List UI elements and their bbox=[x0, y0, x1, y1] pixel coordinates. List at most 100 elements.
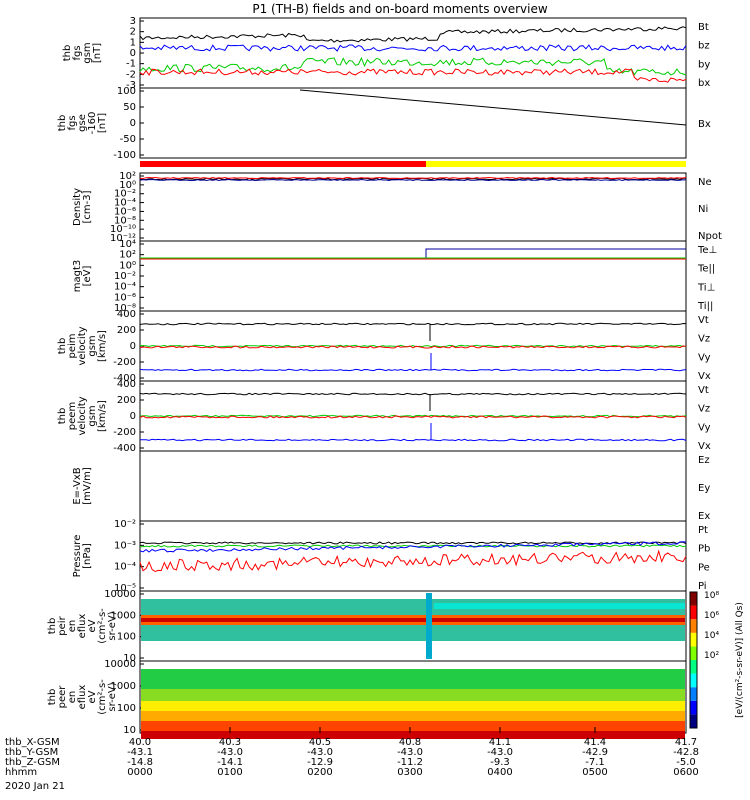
ylabel-line: en bbox=[67, 691, 78, 704]
ytick-label: -200 bbox=[113, 357, 136, 368]
xaxis-value: 0500 bbox=[582, 767, 607, 778]
ytick-label: 10⁻⁸ bbox=[114, 215, 136, 226]
ylabel-line: velocity bbox=[77, 396, 88, 435]
ytick-label: -400 bbox=[113, 443, 136, 454]
ylabel-line: [nT] bbox=[97, 113, 108, 133]
ylabel-line: (cm²-s- bbox=[97, 608, 108, 644]
xaxis-row-label: thb_X-GSM bbox=[5, 737, 60, 748]
trace-by bbox=[139, 56, 687, 76]
panel-fgs_gse: thbfgsgse-160[nT] 100 50 0 -50 -100 Bx bbox=[57, 86, 711, 161]
colorbar-label: [eV/(cm²-s-sr-eV)] (All Qs) bbox=[735, 602, 745, 718]
colorbar: 10⁸ 10⁶ 10⁴ 10² [eV/(cm²-s-sr-eV)] (All Qs) bbox=[689, 591, 745, 729]
orbit-bar-yellow bbox=[426, 161, 686, 167]
legend-bx: bx bbox=[698, 78, 710, 89]
ytick-label: 50 bbox=[123, 102, 136, 113]
xaxis-value: 40.0 bbox=[129, 737, 151, 748]
panel-peer: thbpeerenefluxeV(cm²-s-sr-eV) 10000 1000 10… bbox=[47, 659, 687, 739]
panel-ylabel: thbpeemvelocitygsm[km/s] bbox=[57, 396, 108, 435]
spectrogram-ion bbox=[141, 593, 685, 659]
xaxis-value: -11.2 bbox=[397, 757, 423, 768]
xaxis-row-label: thb_Y-GSM bbox=[5, 747, 58, 758]
ylabel-line: magt3 bbox=[72, 260, 83, 293]
colorbar-segment bbox=[690, 673, 697, 688]
colorbar-segment bbox=[690, 646, 697, 660]
ylabel-line: eflux bbox=[77, 614, 88, 639]
legend-Ex: Ex bbox=[698, 511, 710, 522]
trace-Vt bbox=[139, 392, 687, 396]
panel-ylabel: magt3[eV] bbox=[72, 260, 93, 293]
ylabel-line: peem bbox=[67, 402, 78, 430]
panel-ylabel: Density[cm-3] bbox=[72, 188, 93, 226]
xaxis-value: 40.5 bbox=[309, 737, 331, 748]
panel-pressure: Pressure[nPa] 10⁻² 10⁻³ 10⁻⁴ 10⁻⁵ Pt Pb Pe Pi bbox=[72, 519, 710, 594]
ylabel-line: Density bbox=[72, 188, 83, 226]
ytick-label: -100 bbox=[113, 150, 136, 161]
xaxis-value: 0600 bbox=[673, 767, 698, 778]
ytick-label: 10000 bbox=[104, 659, 136, 670]
ylabel-line: E=-VxB bbox=[72, 467, 83, 504]
legend-Te⊥: Te⊥ bbox=[697, 245, 717, 256]
legend-Ti⊥: Ti⊥ bbox=[697, 282, 715, 293]
ylabel-line: gse bbox=[77, 114, 88, 132]
ytick-label: 10 bbox=[123, 653, 136, 664]
ytick-label: 10² bbox=[119, 171, 136, 182]
xaxis-value: -7.1 bbox=[585, 757, 605, 768]
xaxis-value: -43.0 bbox=[487, 747, 513, 758]
colorbar-segment bbox=[690, 605, 697, 620]
xaxis-value: 0300 bbox=[397, 767, 422, 778]
xaxis-value: -43.0 bbox=[307, 747, 333, 758]
trace-Vx bbox=[139, 438, 687, 442]
band bbox=[141, 618, 685, 622]
xaxis-value: 0200 bbox=[307, 767, 332, 778]
trace-Vt bbox=[139, 322, 687, 326]
ytick-label: 1 bbox=[130, 37, 136, 48]
legend-bz: bz bbox=[698, 41, 710, 52]
legend-Vy: Vy bbox=[698, 352, 711, 363]
xaxis-value: -14.1 bbox=[217, 757, 243, 768]
panel-density: Density[cm-3] 10²10⁰10⁻²10⁻⁴10⁻⁶10⁻⁸10⁻¹⁰… bbox=[72, 171, 722, 244]
trace-Bt bbox=[139, 26, 687, 43]
ytick-label: 10⁻⁴ bbox=[114, 198, 136, 209]
panel-frame bbox=[139, 240, 687, 312]
legend-Vz: Vz bbox=[698, 334, 710, 345]
xaxis-value: -43.0 bbox=[217, 747, 243, 758]
ytick-label: 10⁻⁴ bbox=[114, 282, 136, 293]
ylabel-line: thb bbox=[47, 618, 58, 635]
ylabel-line: eflux bbox=[77, 685, 88, 710]
trace-Pb bbox=[139, 549, 687, 573]
ytick-label: 200 bbox=[117, 395, 136, 406]
legend-Bt: Bt bbox=[698, 22, 709, 33]
ytick-label: 10⁻⁵ bbox=[114, 583, 136, 594]
orbit-bar-red bbox=[140, 161, 426, 167]
ylabel-line: thb bbox=[47, 689, 58, 706]
ytick-label: 100 bbox=[117, 703, 136, 714]
ytick-label: 400 bbox=[117, 309, 136, 320]
ylabel-line: [eV] bbox=[82, 266, 93, 287]
ylabel-line: velocity bbox=[77, 326, 88, 365]
panel-frame bbox=[139, 172, 687, 242]
band bbox=[426, 593, 432, 659]
xaxis-value: -12.9 bbox=[307, 757, 333, 768]
ytick-label: 10⁻¹² bbox=[110, 233, 136, 244]
ytick-label: -50 bbox=[120, 134, 136, 145]
legend-Ni: Ni bbox=[698, 204, 708, 215]
ytick-label: 10⁻² bbox=[114, 271, 136, 282]
ytick-label: 10⁻² bbox=[114, 189, 136, 200]
ylabel-line: thb bbox=[57, 408, 68, 425]
trace-Npot bbox=[139, 178, 687, 182]
ylabel-line: fgs bbox=[72, 45, 83, 60]
panel-ylabel: thbfgsgsm[nT] bbox=[62, 42, 103, 63]
colorbar-segment bbox=[690, 687, 697, 701]
colorbar-segment bbox=[690, 592, 697, 606]
colorbar-tick: 10⁸ bbox=[704, 591, 719, 601]
legend-Vz: Vz bbox=[698, 404, 710, 415]
colorbar-tick: 10⁶ bbox=[704, 611, 719, 621]
xaxis-value: -5.0 bbox=[676, 757, 696, 768]
ytick-label: 1000 bbox=[111, 610, 136, 621]
panel-frame bbox=[139, 520, 687, 592]
ylabel-line: en bbox=[67, 620, 78, 633]
ylabel-line: thb bbox=[62, 45, 73, 62]
panel-efield: E=-VxB[mV/m] Ez Ey Ex bbox=[72, 450, 710, 522]
